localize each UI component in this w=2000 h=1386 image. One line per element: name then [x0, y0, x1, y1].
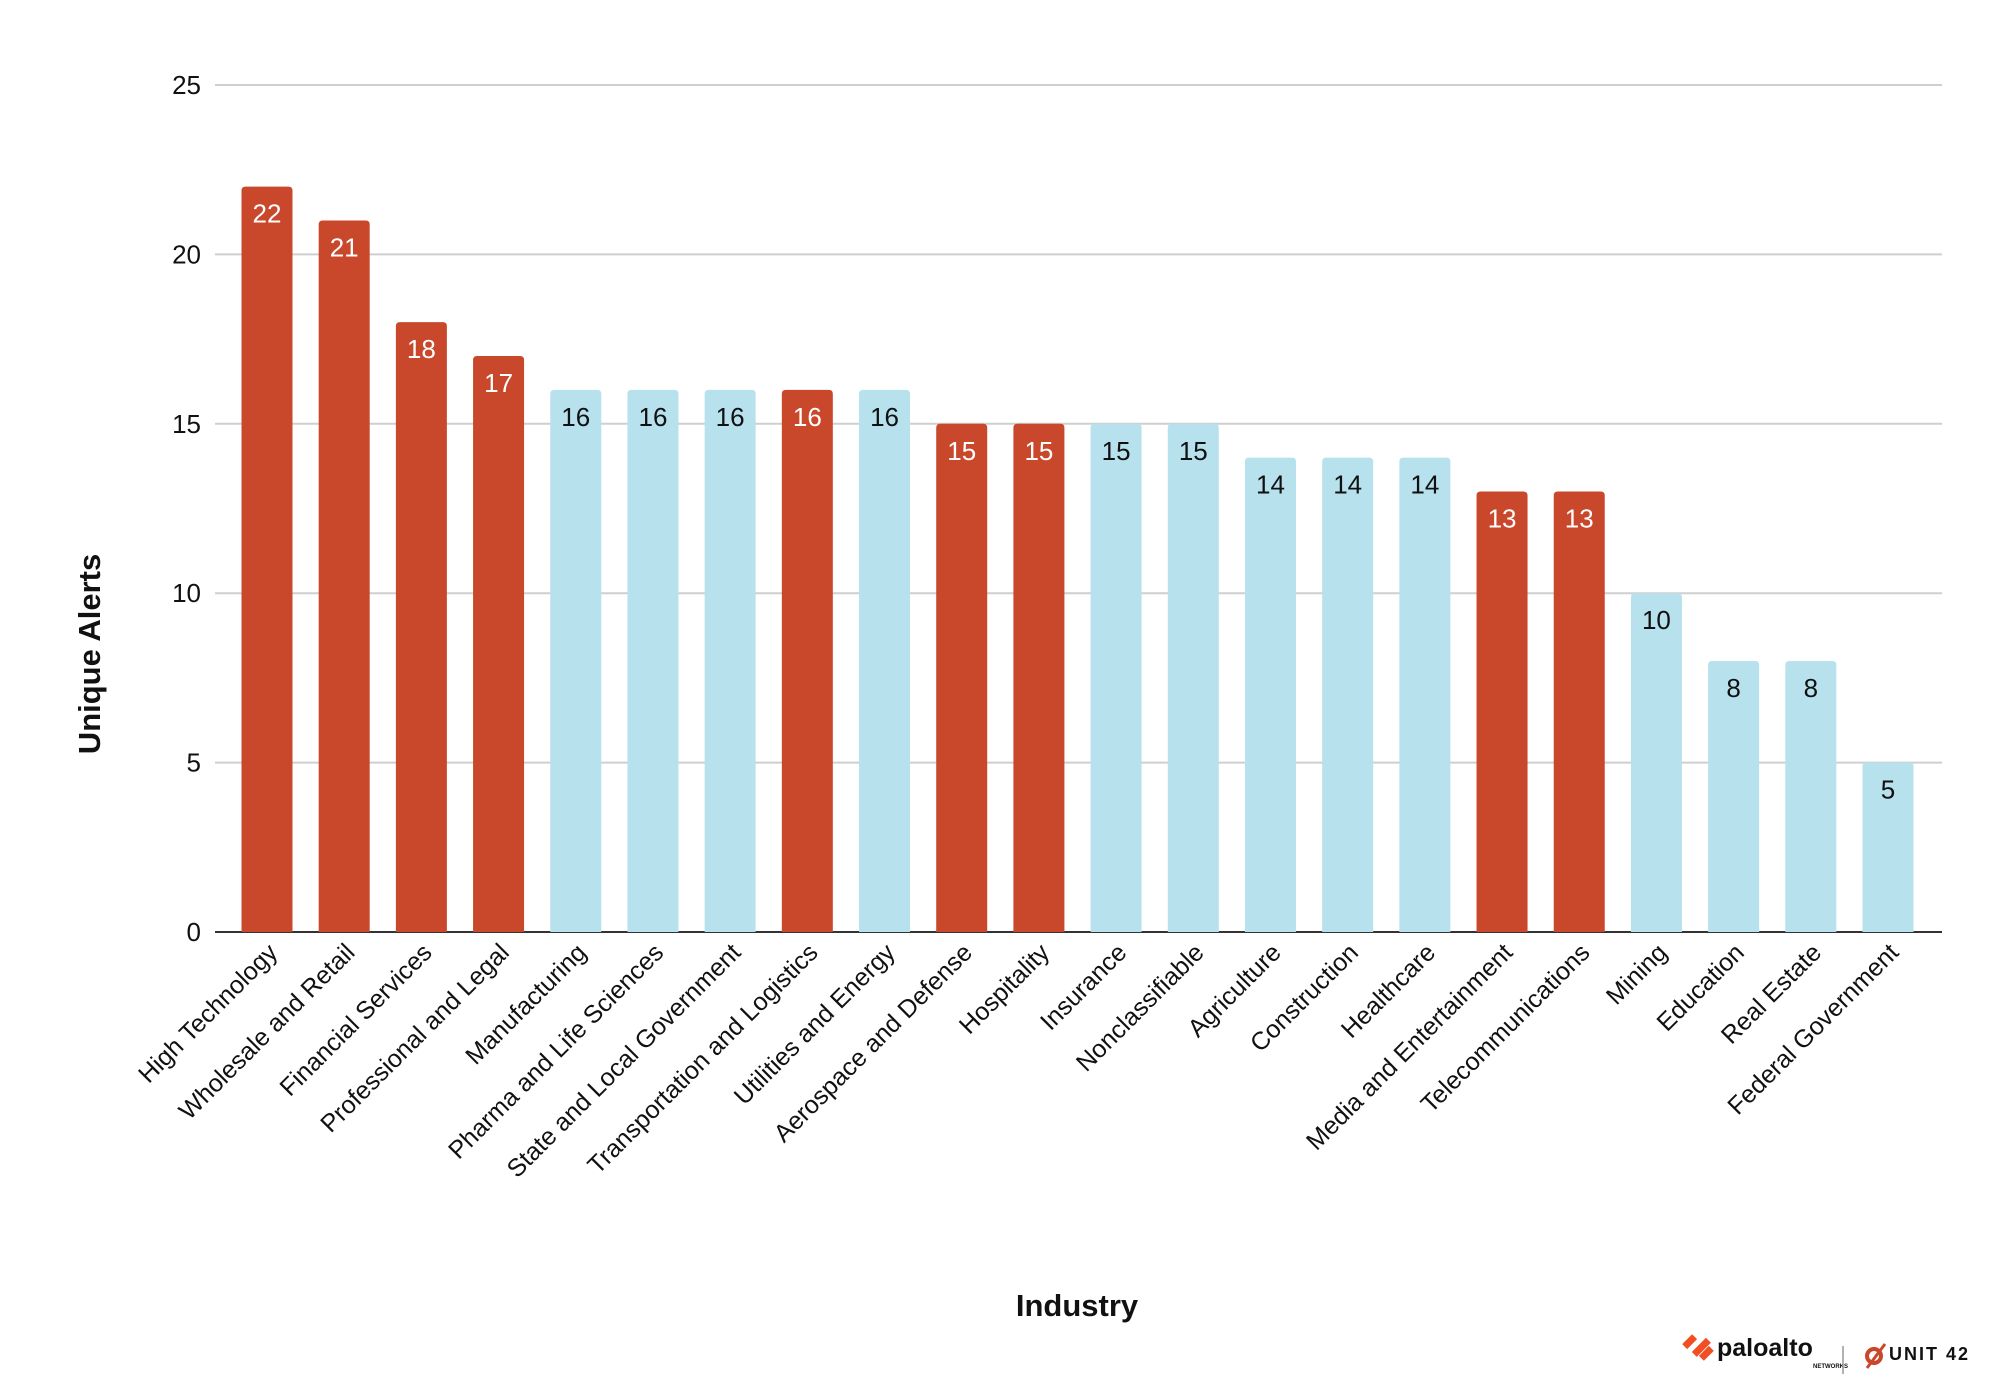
- data-label: 16: [638, 402, 667, 432]
- x-tick-label: Mining: [1601, 938, 1673, 1010]
- bar: [1862, 762, 1914, 932]
- data-label: 15: [1179, 436, 1208, 466]
- unit42-logo: UNIT 42: [1865, 1343, 1970, 1369]
- data-label: 15: [947, 436, 976, 466]
- bar: [1785, 660, 1837, 932]
- bar: [1167, 423, 1219, 932]
- bar: [1244, 457, 1296, 932]
- bar: [550, 389, 602, 932]
- data-label: 18: [407, 334, 436, 364]
- data-label: 16: [716, 402, 745, 432]
- data-label: 5: [1881, 775, 1895, 805]
- bar: [1322, 457, 1374, 932]
- y-axis-title: Unique Alerts: [72, 554, 107, 754]
- y-tick-label: 25: [172, 70, 201, 100]
- data-label: 10: [1642, 605, 1671, 635]
- y-tick-labels: 0 5 10 15 20 25: [172, 70, 201, 947]
- paloalto-logo: paloalto NETWORKS: [1682, 1334, 1848, 1370]
- data-label: 21: [330, 233, 359, 263]
- bar: [241, 186, 293, 932]
- data-label: 16: [793, 402, 822, 432]
- bar: [936, 423, 988, 932]
- data-label: 16: [870, 402, 899, 432]
- data-label: 15: [1102, 436, 1131, 466]
- bar: [1090, 423, 1142, 932]
- data-label: 13: [1565, 504, 1594, 534]
- svg-text:paloalto: paloalto: [1717, 1334, 1813, 1362]
- data-label: 8: [1726, 673, 1740, 703]
- data-label: 22: [253, 199, 282, 229]
- data-label: 17: [484, 368, 513, 398]
- bar: [1708, 660, 1760, 932]
- bar: [1476, 491, 1528, 932]
- bar: [318, 220, 370, 932]
- data-label: 15: [1024, 436, 1053, 466]
- data-label: 14: [1256, 470, 1285, 500]
- bar: [1630, 593, 1682, 932]
- y-tick-label: 0: [187, 917, 201, 947]
- bar: [1013, 423, 1065, 932]
- data-label: 13: [1488, 504, 1517, 534]
- x-axis-title: Industry: [1016, 1288, 1139, 1323]
- data-label: 14: [1333, 470, 1362, 500]
- bar: [781, 389, 833, 932]
- bar: [627, 389, 679, 932]
- y-tick-label: 20: [172, 239, 201, 269]
- bar: [1553, 491, 1605, 932]
- bar: [395, 322, 447, 932]
- bar: [859, 389, 911, 932]
- data-label: 16: [561, 402, 590, 432]
- bar: [1399, 457, 1451, 932]
- data-label: 8: [1804, 673, 1818, 703]
- bars: 22 21 18 17 16 16 16 16 16 15 15 15 15 14 14 14 13 13 10 8 8…: [241, 186, 1914, 932]
- bar: [473, 356, 525, 932]
- y-tick-label: 5: [187, 748, 201, 778]
- svg-text:UNIT 42: UNIT 42: [1889, 1344, 1970, 1364]
- data-label: 14: [1410, 470, 1439, 500]
- svg-text:NETWORKS: NETWORKS: [1813, 1364, 1848, 1370]
- x-tick-label: High Technology: [133, 938, 284, 1089]
- y-tick-label: 15: [172, 409, 201, 439]
- bar: [704, 389, 756, 932]
- y-tick-label: 10: [172, 578, 201, 608]
